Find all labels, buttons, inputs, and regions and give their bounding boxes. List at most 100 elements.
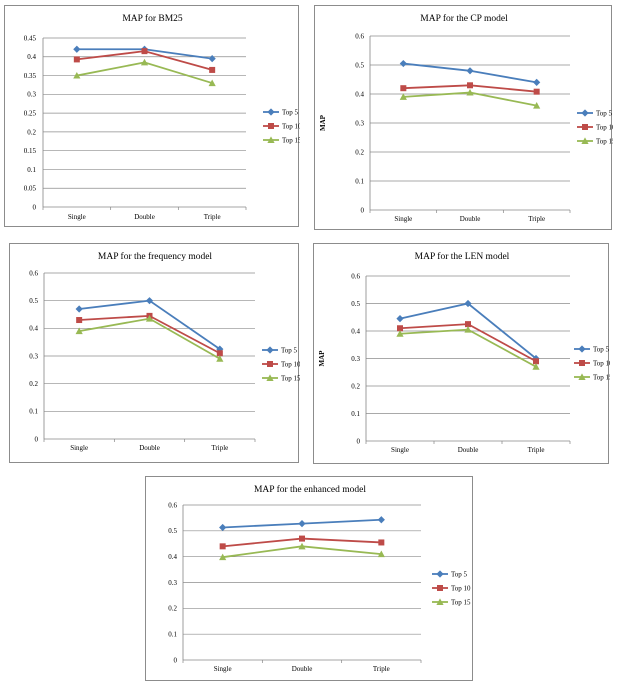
chart-cp-data-point [466, 67, 474, 75]
chart-len-data-point [396, 315, 404, 323]
chart-bm25-ytick-label: 0.4 [27, 53, 36, 61]
chart-frequency-xtick-label: Double [139, 444, 160, 452]
chart-svg-len: MAP for the LEN model 0 0.1 0.2 0.3 0.4 0.5 0.6… [318, 251, 610, 454]
chart-cp-data-point [399, 59, 407, 68]
chart-frequency-data-point [216, 355, 224, 362]
chart-bm25-data-point [208, 79, 216, 87]
chart-enhanced-xtick-label: Triple [373, 665, 390, 673]
chart-bm25-legend-marker [268, 123, 274, 129]
chart-bm25-ytick-label: 0.3 [27, 91, 36, 99]
chart-bm25-xtick-label: Double [134, 213, 155, 221]
chart-cp-legend-marker [582, 124, 588, 130]
chart-len-data-point [396, 330, 404, 337]
chart-frequency-xtick-label: Single [70, 444, 88, 452]
chart-cp-legend-marker [581, 137, 589, 144]
chart-cp-ytick-label: 0.5 [355, 61, 364, 69]
chart-enhanced-legend-marker [437, 585, 443, 591]
chart-len-ytick-label: 0 [357, 437, 361, 445]
chart-bm25-title: MAP for BM25 [122, 13, 183, 24]
chart-len-legend-marker [578, 345, 586, 353]
chart-frequency-ytick-label: 0.6 [29, 269, 38, 277]
chart-len-data-point [397, 325, 403, 332]
chart-cp-data-point [533, 88, 540, 95]
chart-panel-enhanced: MAP for the enhanced model 0 0.1 0.2 0.3 0.4 0… [145, 476, 473, 681]
chart-len-xtick-label: Double [458, 446, 479, 454]
chart-frequency-legend-label: Top 15 [281, 375, 300, 383]
chart-enhanced-ytick-label: 0.6 [168, 501, 177, 509]
chart-frequency-legend-marker [266, 346, 274, 354]
chart-cp-ytick-label: 0.6 [355, 32, 364, 40]
chart-cp-data-point [467, 82, 473, 89]
chart-cp-ytick-label: 0.4 [355, 90, 364, 98]
chart-len-legend-label: Top 5 [593, 346, 610, 354]
chart-frequency-data-point [145, 315, 154, 322]
chart-bm25-legend-label: Top 10 [282, 123, 300, 131]
chart-frequency-data-point [76, 317, 83, 324]
chart-enhanced-ytick-label: 0.5 [168, 527, 177, 535]
chart-enhanced-xtick-label: Double [292, 665, 313, 673]
chart-bm25-ytick-label: 0.05 [24, 185, 37, 193]
chart-frequency-legend-label: Top 5 [281, 347, 298, 355]
chart-bm25-xtick-label: Single [68, 213, 86, 221]
chart-len-legend-marker [578, 373, 586, 380]
chart-svg-frequency: MAP for the frequency model 0 0.1 0.2 0.3 0.4… [29, 251, 300, 452]
chart-len-data-point [533, 358, 539, 365]
chart-bm25-ytick-label: 0.15 [24, 147, 37, 155]
chart-cp-xtick-label: Double [460, 215, 481, 223]
chart-enhanced-title: MAP for the enhanced model [254, 484, 366, 495]
chart-len-xtick-label: Single [391, 446, 409, 454]
chart-enhanced-xtick-label: Single [214, 665, 232, 673]
chart-bm25-xtick-label: Triple [204, 213, 221, 221]
chart-frequency-ytick-label: 0.1 [29, 408, 38, 416]
chart-frequency-series-line [79, 317, 221, 360]
chart-frequency-ytick-label: 0.2 [29, 380, 38, 388]
chart-len-xtick-label: Triple [528, 446, 545, 454]
chart-cp-ytick-label: 0 [361, 206, 365, 214]
chart-bm25-legend-label: Top 5 [282, 109, 299, 117]
chart-frequency-xtick-label: Triple [211, 444, 228, 452]
chart-bm25-data-point [73, 56, 80, 63]
chart-cp-ytick-label: 0.3 [355, 119, 364, 127]
chart-bm25-legend-label: Top 15 [282, 137, 300, 145]
chart-frequency-data-point [75, 327, 83, 335]
chart-frequency-legend-marker [266, 374, 274, 381]
chart-len-legend-label: Top 10 [593, 360, 610, 368]
chart-panel-cp: MAP for the CP model 0 0.1 0.2 0.3 0.4 0.5 0.6 S… [314, 5, 613, 230]
chart-len-data-point [464, 326, 472, 333]
chart-enhanced-data-point [219, 543, 226, 550]
chart-bm25-legend-marker [267, 108, 275, 116]
chart-len-ylabel: MAP [318, 350, 326, 367]
chart-len-data-point [464, 299, 472, 308]
chart-enhanced-ytick-label: 0.4 [168, 553, 177, 561]
chart-cp-legend-label: Top 5 [596, 110, 613, 118]
chart-bm25-ytick-label: 0.45 [24, 34, 37, 42]
chart-svg-bm25: MAP for BM25 0 0.05 0.1 0.15 0.2 0.25 0.3 0.35 0.… [24, 13, 300, 221]
chart-frequency-legend-label: Top 10 [281, 361, 300, 369]
chart-len-ytick-label: 0.5 [351, 300, 360, 308]
chart-cp-title: MAP for the CP model [420, 13, 508, 24]
chart-enhanced-data-point [219, 553, 227, 561]
chart-svg-cp: MAP for the CP model 0 0.1 0.2 0.3 0.4 0.5 0.6 S… [319, 13, 613, 223]
chart-frequency-ytick-label: 0 [35, 435, 39, 443]
chart-cp-legend-label: Top 10 [596, 124, 613, 132]
chart-enhanced-ytick-label: 0 [174, 656, 178, 664]
chart-enhanced-legend-label: Top 5 [451, 571, 468, 579]
chart-enhanced-ytick-label: 0.2 [168, 605, 177, 613]
chart-enhanced-legend-label: Top 10 [451, 585, 471, 593]
chart-cp-ytick-label: 0.2 [355, 148, 364, 156]
chart-len-series-line [399, 328, 537, 368]
chart-cp-data-point [400, 85, 407, 92]
chart-cp-ylabel: MAP [319, 114, 327, 131]
chart-enhanced-data-point [377, 550, 385, 558]
chart-enhanced-legend-marker [436, 598, 444, 605]
chart-cp-xtick-label: Single [394, 215, 412, 223]
chart-panel-bm25: MAP for BM25 0 0.05 0.1 0.15 0.2 0.25 0.3 0.35 0.… [4, 5, 300, 227]
chart-enhanced-data-point [377, 516, 385, 524]
chart-enhanced-ytick-label: 0.3 [168, 579, 177, 587]
chart-bm25-ytick-label: 0.2 [27, 128, 36, 136]
chart-bm25-series-line [76, 61, 213, 84]
chart-frequency-title: MAP for the frequency model [98, 251, 213, 262]
chart-bm25-ytick-label: 0.25 [24, 110, 37, 118]
chart-enhanced-data-point [378, 539, 385, 546]
chart-panel-len: MAP for the LEN model 0 0.1 0.2 0.3 0.4 0.5 0.6… [313, 243, 610, 464]
